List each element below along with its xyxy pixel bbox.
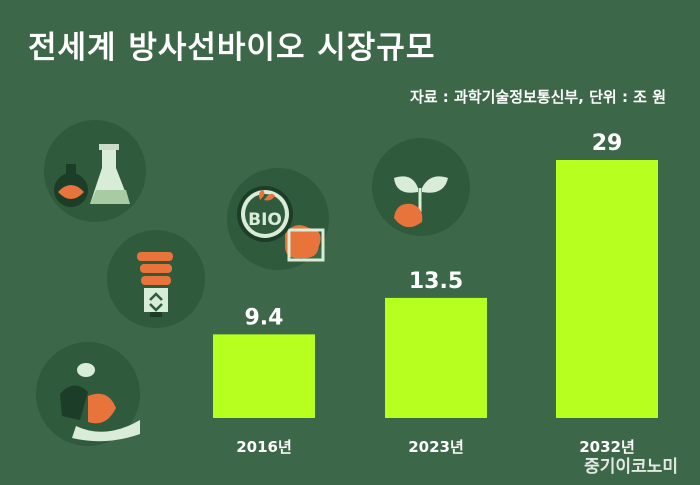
bio-badge-icon: BIO bbox=[227, 168, 329, 270]
bar-0 bbox=[213, 334, 315, 418]
category-label-0: 2016년 bbox=[236, 438, 292, 456]
sprout-hand-icon bbox=[372, 138, 470, 236]
source-note: 자료 : 과학기술정보통신부, 단위 : 조 원 bbox=[409, 88, 666, 106]
value-label-0: 9.4 bbox=[245, 305, 284, 330]
value-label-2: 29 bbox=[592, 131, 623, 156]
value-label-1: 13.5 bbox=[409, 269, 463, 294]
chemistry-flask-icon bbox=[44, 120, 146, 222]
bar-2 bbox=[556, 160, 658, 418]
bio-badge-label: BIO bbox=[248, 210, 282, 230]
category-label-2: 2032년 bbox=[579, 438, 635, 456]
category-label-1: 2023년 bbox=[408, 438, 464, 456]
leaf-hand-icon bbox=[36, 342, 140, 446]
bar-1 bbox=[385, 297, 487, 418]
eco-lightbulb-icon bbox=[107, 230, 205, 328]
watermark: 중기이코노미 bbox=[584, 457, 678, 477]
chart-title: 전세계 방사선바이오 시장규모 bbox=[28, 30, 436, 66]
